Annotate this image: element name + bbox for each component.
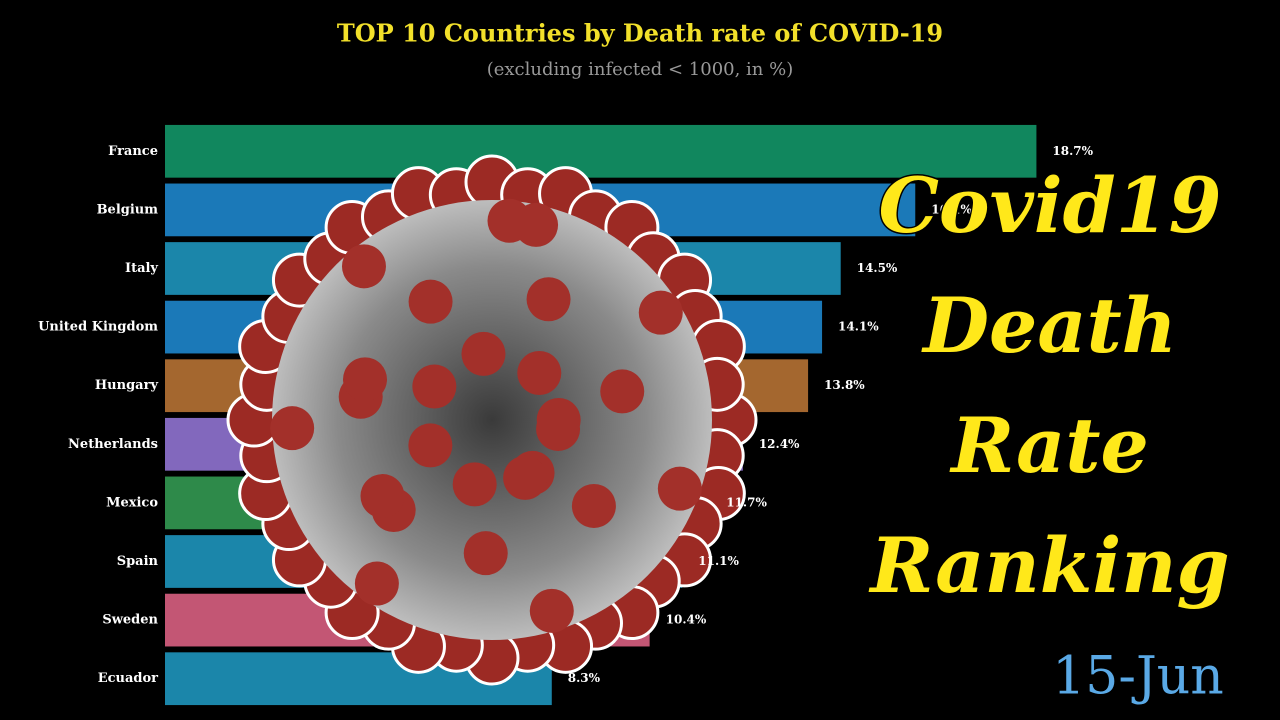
virus-spike [529,588,574,633]
value-label: 12.4% [759,437,800,451]
headline-text: Death [921,281,1177,370]
virus-spike [463,531,508,576]
headline-text: Ranking [868,521,1229,610]
virus-spike [638,290,683,335]
category-label: Italy [125,261,158,276]
value-label: 14.5% [857,261,898,275]
virus-spike [270,406,315,451]
virus-spike [452,462,497,507]
bar [165,124,1037,178]
headline-text: Rate [949,401,1149,490]
virus-spike [408,423,453,468]
virus-spike [526,277,571,322]
date-label: 15-Jun [1052,647,1224,707]
virus-spike [600,369,645,414]
virus-spike [360,474,405,519]
value-label: 8.3% [568,671,601,685]
category-label: Mexico [106,495,158,510]
virus-spike [657,466,702,511]
category-label: Netherlands [68,437,158,452]
category-label: Belgium [97,202,159,217]
virus-body [272,200,712,640]
virus-spike [343,357,388,402]
category-label: Sweden [102,613,158,628]
category-label: United Kingdom [38,320,158,335]
chart-subtitle: (excluding infected < 1000, in %) [487,59,794,80]
chart-title: TOP 10 Countries by Death rate of COVID-… [337,19,943,48]
value-label: 10.4% [666,613,707,627]
virus-spike [536,406,581,451]
value-label: 18.7% [1052,144,1093,158]
value-label: 11.1% [698,554,739,568]
virus-spike [571,483,616,528]
value-label: 14.1% [838,320,879,334]
virus-spike [354,561,399,606]
virus-spike [514,202,559,247]
category-label: Spain [117,554,159,569]
virus-illustration [226,154,758,686]
category-label: Hungary [95,378,159,393]
value-label: 11.7% [726,495,767,509]
virus-spike [408,279,453,324]
category-label: France [108,144,158,159]
value-label: 13.8% [824,378,865,392]
virus-spike [412,364,457,409]
virus-spike [503,455,548,500]
headline-text: Covid19 [878,161,1221,250]
value-label: 16.1% [931,202,972,216]
virus-spike [341,244,386,289]
virus-spike [461,331,506,376]
virus-spike [517,351,562,396]
category-label: Ecuador [98,671,158,686]
